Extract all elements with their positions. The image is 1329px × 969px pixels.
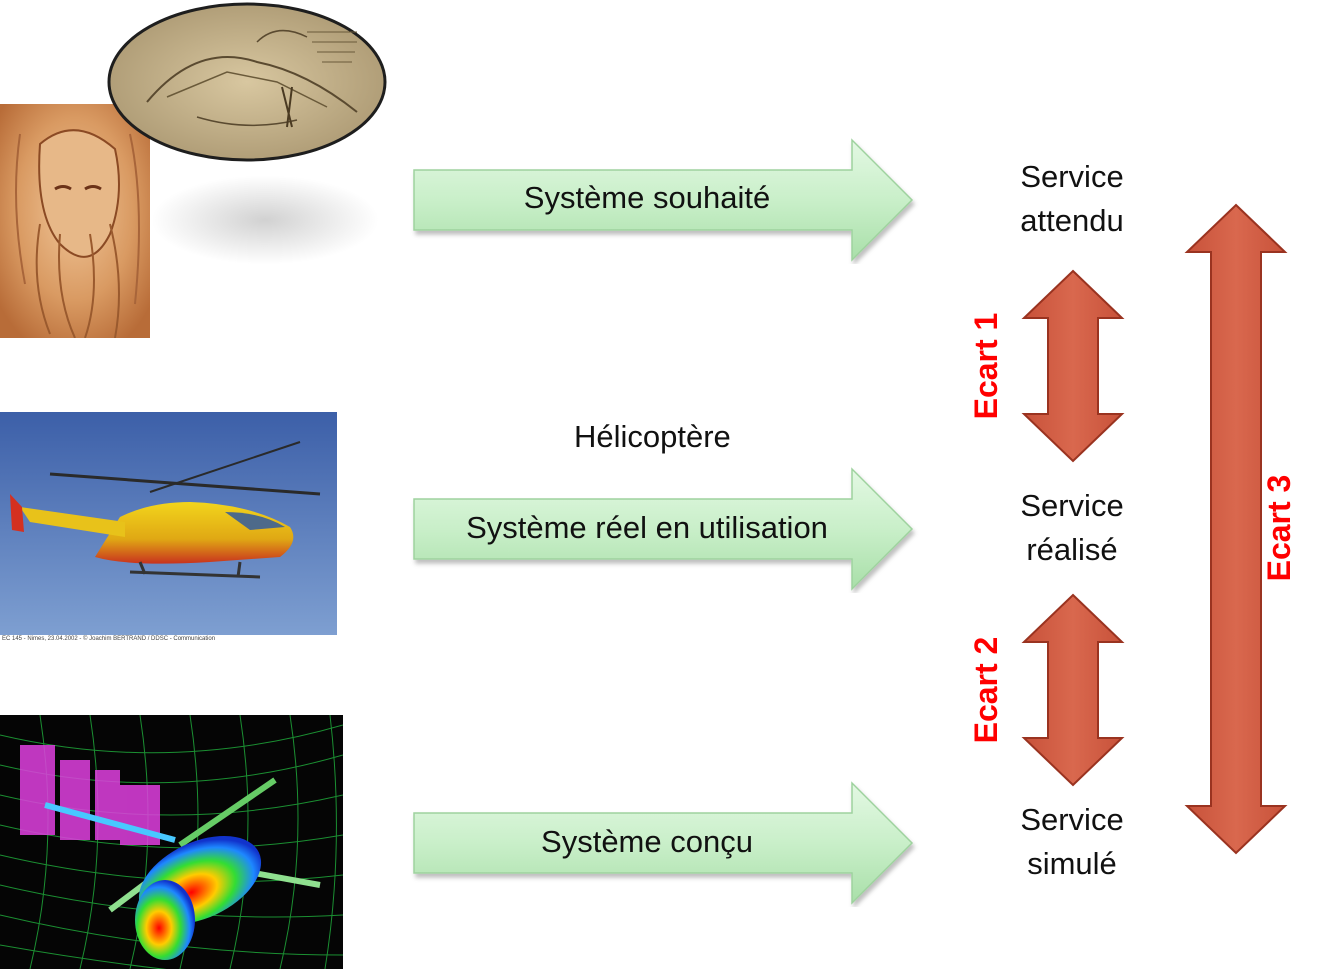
shadow-blur: [150, 175, 380, 265]
ecart-3-label: Ecart 3: [1261, 474, 1297, 582]
helicopter-simulation-image: [0, 715, 343, 969]
service-simule-label: Service simulé: [972, 798, 1172, 886]
service-realise-line2: réalisé: [1026, 532, 1118, 567]
ecart-2-label: Ecart 2: [968, 636, 1004, 744]
arrow-label-systeme-concu: Système conçu: [541, 824, 753, 859]
arrow-systeme-souhaite: [413, 138, 914, 262]
double-arrow-ecart-1: [1021, 269, 1125, 463]
photo-caption: EC 145 - Nimes, 23.04.2002 - © Joachim B…: [2, 636, 216, 642]
service-realise-label: Service réalisé: [972, 484, 1172, 572]
flying-machine-sketch-image: [107, 2, 387, 162]
row-title-helicoptere: Hélicoptère: [574, 419, 731, 454]
double-arrow-ecart-2: [1021, 593, 1125, 787]
arrow-label-systeme-souhaite: Système souhaité: [523, 180, 771, 215]
service-simule-line2: simulé: [1027, 846, 1117, 881]
arrow-systeme-concu: [413, 781, 914, 905]
service-realise-line1: Service: [1020, 488, 1124, 523]
service-attendu-line2: attendu: [1020, 203, 1124, 238]
arrow-systeme-reel: [413, 467, 914, 591]
service-simule-line1: Service: [1020, 802, 1124, 837]
service-attendu-line1: Service: [1020, 159, 1124, 194]
service-attendu-label: Service attendu: [972, 155, 1172, 243]
helicopter-photo-image: [0, 412, 337, 635]
arrow-label-systeme-reel: Système réel en utilisation: [466, 510, 828, 545]
leonardo-portrait-image: [0, 104, 150, 338]
ecart-1-label: Ecart 1: [968, 312, 1004, 420]
double-arrow-ecart-3: [1184, 203, 1288, 855]
